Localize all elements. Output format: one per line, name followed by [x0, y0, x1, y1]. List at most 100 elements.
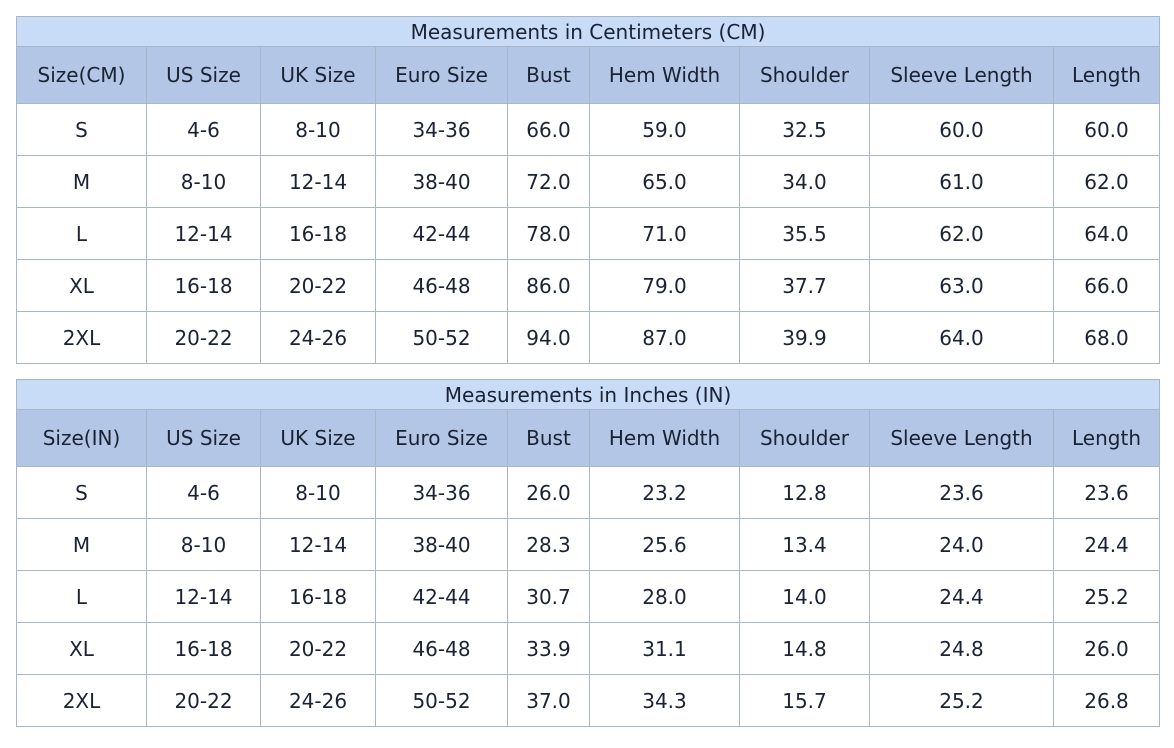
- table-cell: 20-22: [260, 622, 376, 675]
- column-header: Bust: [507, 46, 590, 104]
- column-header: US Size: [146, 46, 261, 104]
- table-cell: 23.2: [589, 466, 740, 519]
- table-cell: XL: [16, 622, 147, 675]
- column-header: Sleeve Length: [869, 46, 1054, 104]
- table-cell: L: [16, 570, 147, 623]
- column-header: Bust: [507, 409, 590, 467]
- table-cell: S: [16, 466, 147, 519]
- table-cell: 25.2: [869, 674, 1054, 727]
- table-cell: 86.0: [507, 259, 590, 312]
- table-cell: 25.6: [589, 518, 740, 571]
- column-header: Hem Width: [589, 409, 740, 467]
- table-cell: 39.9: [739, 311, 870, 364]
- table-cell: 38-40: [375, 518, 508, 571]
- table-cell: M: [16, 518, 147, 571]
- table-cell: 66.0: [507, 103, 590, 156]
- table-cell: 71.0: [589, 207, 740, 260]
- table-row: XL 16-18 20-22 46-48 86.0 79.0 37.7 63.0…: [16, 259, 1160, 312]
- table-cell: L: [16, 207, 147, 260]
- table-cell: 24.8: [869, 622, 1054, 675]
- column-header: Hem Width: [589, 46, 740, 104]
- column-header: Size(IN): [16, 409, 147, 467]
- table-cell: 16-18: [260, 570, 376, 623]
- column-header: Length: [1052, 409, 1161, 467]
- table-cell: 2XL: [16, 311, 147, 364]
- column-header: Shoulder: [739, 409, 870, 467]
- table-cell: 34.0: [739, 155, 870, 208]
- column-header: Shoulder: [739, 46, 870, 104]
- table-cell: 14.0: [739, 570, 870, 623]
- table-cell: 61.0: [869, 155, 1054, 208]
- table-row: L 12-14 16-18 42-44 30.7 28.0 14.0 24.4 …: [16, 570, 1161, 623]
- column-header: Euro Size: [375, 409, 508, 467]
- table-cell: 34.3: [589, 674, 740, 727]
- table-cell: 12-14: [146, 207, 261, 260]
- table-cell: 34-36: [375, 103, 508, 156]
- table-cell: 23.6: [869, 466, 1054, 519]
- table-cell: 30.7: [507, 570, 590, 623]
- table-row: 2XL 20-22 24-26 50-52 37.0 34.3 15.7 25.…: [16, 674, 1161, 727]
- column-header: Size(CM): [16, 46, 147, 104]
- table-cell: 87.0: [589, 311, 740, 364]
- table-cell: 34-36: [375, 466, 508, 519]
- table-cell: 42-44: [375, 207, 508, 260]
- column-header: US Size: [146, 409, 261, 467]
- table-cell: 8-10: [146, 155, 261, 208]
- table-cell: 12.8: [739, 466, 870, 519]
- column-header: UK Size: [260, 409, 376, 467]
- table-cell: 46-48: [375, 259, 508, 312]
- table-cell: 20-22: [146, 311, 261, 364]
- table-row: M 8-10 12-14 38-40 72.0 65.0 34.0 61.0 6…: [16, 155, 1160, 208]
- header-row: Size(CM) US Size UK Size Euro Size Bust …: [16, 46, 1160, 104]
- table-cell: 24-26: [260, 674, 376, 727]
- table-cell: 28.3: [507, 518, 590, 571]
- table-cell: XL: [16, 259, 147, 312]
- table-cell: 24.4: [869, 570, 1054, 623]
- table-cell: 15.7: [739, 674, 870, 727]
- table-cell: 42-44: [375, 570, 508, 623]
- column-header: Length: [1053, 46, 1160, 104]
- table-cell: 79.0: [589, 259, 740, 312]
- table-cell: 46-48: [375, 622, 508, 675]
- column-header: UK Size: [260, 46, 376, 104]
- table-cell: 32.5: [739, 103, 870, 156]
- header-row: Size(IN) US Size UK Size Euro Size Bust …: [16, 409, 1161, 467]
- table-cell: 31.1: [589, 622, 740, 675]
- table-cell: 12-14: [260, 155, 376, 208]
- table-cell: 68.0: [1053, 311, 1160, 364]
- table-cell: 23.6: [1052, 466, 1161, 519]
- table-row: L 12-14 16-18 42-44 78.0 71.0 35.5 62.0 …: [16, 207, 1160, 260]
- table-row: S 4-6 8-10 34-36 66.0 59.0 32.5 60.0 60.…: [16, 103, 1160, 156]
- table-cell: 16-18: [260, 207, 376, 260]
- table-cell: 50-52: [375, 674, 508, 727]
- column-header: Euro Size: [375, 46, 508, 104]
- table-cell: 62.0: [1053, 155, 1160, 208]
- table-cell: 59.0: [589, 103, 740, 156]
- table-cell: 16-18: [146, 259, 261, 312]
- table-cell: 14.8: [739, 622, 870, 675]
- table-cell: 20-22: [260, 259, 376, 312]
- table-cell: S: [16, 103, 147, 156]
- table-cell: 8-10: [146, 518, 261, 571]
- column-header: Sleeve Length: [869, 409, 1054, 467]
- table-cell: 8-10: [260, 466, 376, 519]
- size-chart-table-in: Measurements in Inches (IN) Size(IN) US …: [15, 379, 1161, 727]
- table-cell: 50-52: [375, 311, 508, 364]
- table-cell: 4-6: [146, 466, 261, 519]
- table-cell: 25.2: [1052, 570, 1161, 623]
- table-cell: 12-14: [146, 570, 261, 623]
- table-cell: 64.0: [1053, 207, 1160, 260]
- table-cell: 65.0: [589, 155, 740, 208]
- table-cell: 33.9: [507, 622, 590, 675]
- table-cell: 16-18: [146, 622, 261, 675]
- table-cell: 4-6: [146, 103, 261, 156]
- table-cell: 62.0: [869, 207, 1054, 260]
- table-cell: 24.4: [1052, 518, 1161, 571]
- table-cell: 72.0: [507, 155, 590, 208]
- table-cell: 28.0: [589, 570, 740, 623]
- table-cell: 26.0: [507, 466, 590, 519]
- table-cell: 12-14: [260, 518, 376, 571]
- table-cell: 60.0: [869, 103, 1054, 156]
- table-cell: 26.8: [1052, 674, 1161, 727]
- table-cell: 60.0: [1053, 103, 1160, 156]
